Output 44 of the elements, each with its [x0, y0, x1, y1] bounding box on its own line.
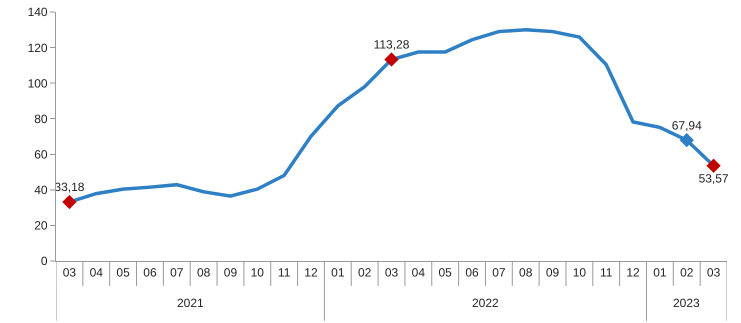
x-tick-label: 05 [438, 265, 452, 280]
data-label: 67,94 [672, 118, 702, 132]
data-label: 33,18 [54, 180, 85, 194]
y-tick-label: 140 [28, 5, 48, 20]
x-tick-label: 10 [572, 265, 586, 280]
x-tick-label: 03 [706, 265, 721, 280]
x-tick-label: 12 [304, 265, 318, 280]
x-tick-label: 12 [626, 265, 640, 280]
x-tick-label: 04 [90, 265, 104, 280]
x-tick-label: 07 [492, 265, 506, 280]
x-tick-label: 02 [358, 265, 372, 280]
point [62, 194, 77, 210]
data-label: 113,28 [374, 38, 410, 52]
text: 2023 [673, 296, 700, 310]
point [680, 133, 694, 148]
x-tick-label: 02 [680, 265, 694, 280]
y-tick-label: 100 [28, 76, 48, 90]
text: 2022 [472, 296, 500, 310]
data-label: 53,57 [698, 172, 729, 186]
x-tick-label: 06 [465, 265, 480, 280]
x-tick-label: 08 [196, 265, 211, 280]
y-tick-label: 80 [34, 112, 48, 126]
x-tick-label: 11 [278, 265, 291, 280]
y-tick-label: 120 [28, 40, 48, 55]
x-tick-label: 10 [250, 265, 264, 280]
y-tick-label: 40 [34, 183, 48, 198]
x-tick-label: 06 [143, 265, 157, 280]
x-tick-label: 09 [546, 265, 560, 280]
x-tick-label: 09 [224, 265, 238, 280]
x-tick-label: 11 [600, 265, 613, 280]
x-tick-label: 01 [653, 265, 667, 280]
point [384, 52, 399, 67]
x-tick-label: 08 [519, 265, 533, 280]
y-tick-label: 60 [34, 147, 48, 162]
x-tick-label: 01 [331, 265, 345, 280]
text: 2021 [177, 296, 204, 310]
x-tick-label: 07 [170, 265, 184, 280]
x-tick-label: 04 [412, 265, 426, 280]
y-tick-label: 20 [34, 218, 48, 233]
y-tick-label: 0 [40, 254, 48, 268]
x-tick-label: 05 [116, 265, 130, 280]
x-tick-label: 03 [62, 265, 76, 280]
point [706, 158, 721, 173]
x-tick-label: 03 [384, 265, 398, 280]
